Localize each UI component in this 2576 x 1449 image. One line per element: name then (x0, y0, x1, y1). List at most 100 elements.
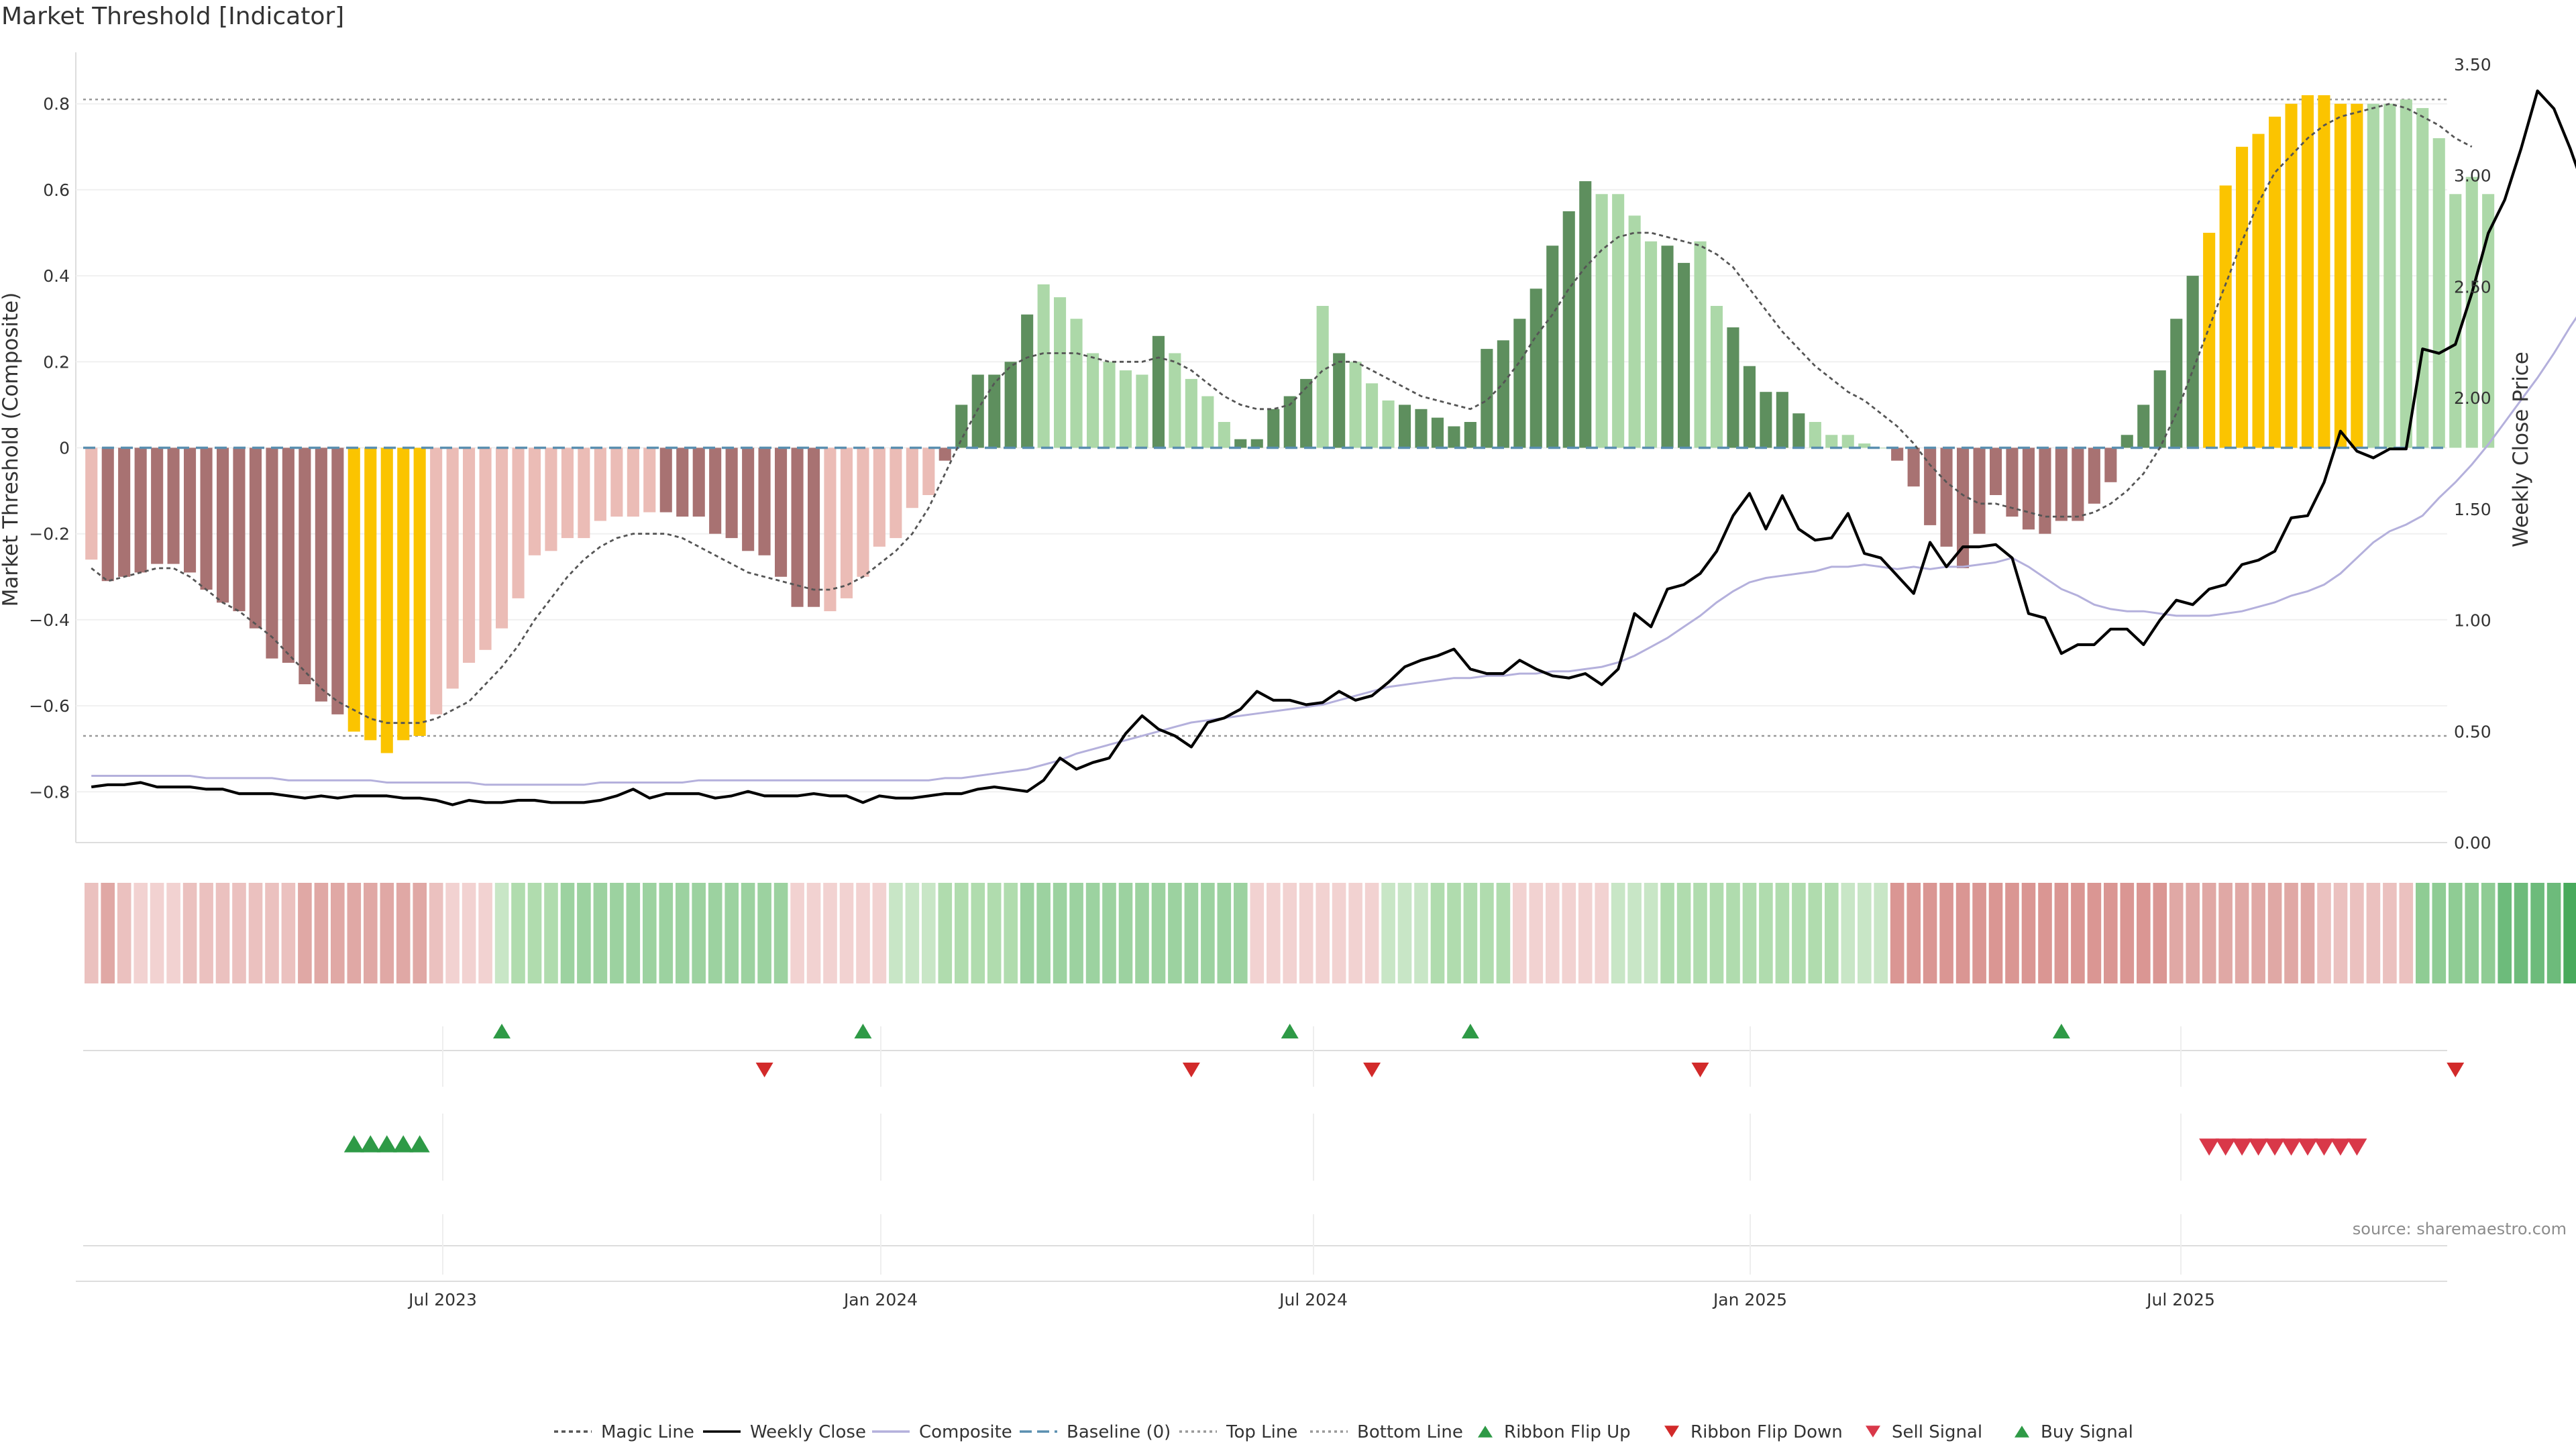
composite-bar (2334, 103, 2347, 448)
composite-bar (1316, 306, 1329, 448)
composite-bar (397, 447, 410, 741)
ribbon-flip-up-marker (854, 1023, 872, 1039)
legend-item: Buy Signal (2015, 1422, 2133, 1442)
composite-bar (1562, 211, 1575, 448)
ribbon-cell (2449, 883, 2463, 983)
composite-bar (742, 447, 755, 551)
ribbon-cell (281, 883, 296, 983)
x-tick-label: Jul 2023 (407, 1290, 477, 1309)
composite-bar (1760, 392, 1772, 448)
ribbon-cell (1808, 883, 1823, 983)
sell-signal-marker (2347, 1138, 2367, 1156)
left-tick-label: −0.6 (29, 696, 70, 716)
x-tick-label: Jan 2025 (1712, 1290, 1787, 1309)
composite-bar (528, 447, 541, 555)
ribbon-cell (380, 883, 394, 983)
ribbon-cell (987, 883, 1002, 983)
axes-layer: 0.8 0.6 0.4 0.2 0 −0.2 −0.4 −0.6 −0.8 3.50 3.00 2.5… (29, 55, 2491, 1309)
composite-bar (1283, 396, 1296, 448)
ribbon-cell (511, 883, 525, 983)
composite-bar (2416, 108, 2429, 448)
ribbon-cell (790, 883, 804, 983)
ribbon-cell (1085, 883, 1100, 983)
ribbon-cell (298, 883, 312, 983)
composite-bar (2022, 447, 2035, 530)
ribbon-cell (1907, 883, 1921, 983)
ribbon-flip-down-marker (755, 1062, 773, 1078)
ribbon-cell (2350, 883, 2364, 983)
ribbon-cell (1939, 883, 1953, 983)
composite-bar (2219, 185, 2232, 448)
ribbon-cell (1234, 883, 1248, 983)
buy-signal-marker (343, 1135, 364, 1152)
composite-bar (446, 447, 459, 689)
ribbon-cell (1578, 883, 1593, 983)
composite-bar (1825, 435, 1838, 448)
ribbon-cell (560, 883, 575, 983)
ribbon-cell (1430, 883, 1445, 983)
composite-bar (413, 447, 426, 736)
ribbon-cell (856, 883, 870, 983)
composite-bar (167, 447, 180, 564)
composite-bar (2285, 103, 2298, 448)
ribbon-flip-up-marker (1281, 1023, 1299, 1039)
composite-bar (2203, 233, 2216, 448)
ribbon-cell (1004, 883, 1018, 983)
composite-bar (2170, 319, 2183, 448)
composite-bar (1710, 306, 1723, 448)
ribbon-cell (1874, 883, 1888, 983)
ribbon-cell (2465, 883, 2479, 983)
composite-bar (2039, 447, 2051, 534)
composite-bar (2482, 194, 2495, 448)
composite-bar (2301, 95, 2314, 448)
composite-bar (1464, 422, 1477, 448)
ribbon-cell (2284, 883, 2298, 983)
composite-bar (380, 447, 393, 753)
bars-layer (85, 95, 2495, 753)
composite-bar (2153, 370, 2166, 448)
ribbon-cell (1201, 883, 1215, 983)
ribbon-cell (2317, 883, 2331, 983)
composite-bar (1727, 327, 1739, 448)
composite-bar (118, 447, 131, 577)
composite-bar (1957, 447, 1970, 568)
composite-bar (1990, 447, 2002, 495)
composite-bar (2351, 103, 2363, 448)
ribbon-cell (1562, 883, 1576, 983)
ribbon-cell (2530, 883, 2544, 983)
composite-bar (2121, 435, 2133, 448)
left-axis-label: Market Threshold (Composite) (0, 292, 23, 607)
composite-bar (1448, 426, 1460, 448)
right-tick-label: 1.00 (2454, 611, 2491, 631)
composite-bar (315, 447, 327, 702)
composite-bar (1250, 439, 1263, 448)
ribbon-flip-down-marker (1182, 1062, 1200, 1078)
ribbon-cell (2546, 883, 2561, 983)
ribbon-cell (2169, 883, 2184, 983)
ribbon-cell (610, 883, 624, 983)
ribbon-cell (265, 883, 279, 983)
ribbon-cell (2383, 883, 2397, 983)
ribbon-cell (626, 883, 641, 983)
composite-bar (561, 447, 574, 539)
composite-bar (1021, 314, 1034, 448)
ribbon-cell (445, 883, 460, 983)
ribbon-cell (1020, 883, 1034, 983)
ribbon-cell (1759, 883, 1773, 983)
ribbon-cell (659, 883, 674, 983)
ribbon-cell (1676, 883, 1691, 983)
ribbon-cell (1316, 883, 1330, 983)
composite-bar (249, 447, 262, 629)
right-tick-label: 3.50 (2454, 55, 2491, 74)
composite-bar (1399, 405, 1411, 448)
ribbon-cell (2218, 883, 2233, 983)
ribbon-cell (150, 883, 164, 983)
ribbon-cell (1102, 883, 1116, 983)
composite-bar (578, 447, 590, 539)
ribbon-cell (806, 883, 821, 983)
composite-bar (1661, 246, 1674, 448)
composite-bar (1119, 370, 1132, 448)
ribbon-flip-up-marker (493, 1023, 511, 1039)
composite-bar (1792, 413, 1805, 448)
composite-bar (1169, 353, 1181, 448)
